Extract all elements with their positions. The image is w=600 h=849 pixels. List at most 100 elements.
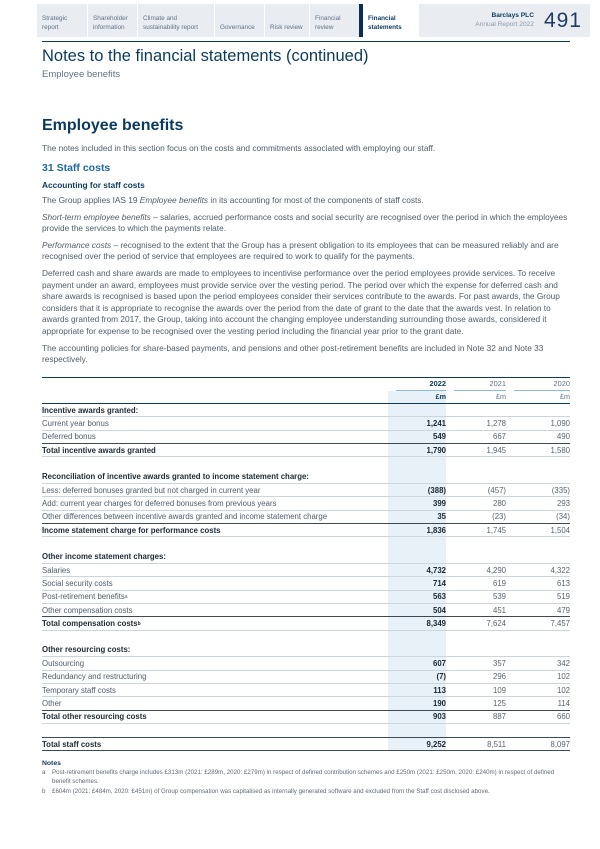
value-2021: 7,624 (486, 619, 506, 629)
value-2020: 479 (556, 605, 570, 615)
value-2021: 280 (492, 498, 506, 508)
footnotes: Notes a Post-retirement benefits charge i… (42, 760, 570, 796)
row-label: Incentive awards granted: (42, 405, 139, 415)
table-spacer-row (42, 724, 570, 738)
value-2021: 619 (492, 578, 506, 588)
note-number-heading: 31 Staff costs (42, 162, 111, 174)
value-2022: 549 (388, 430, 446, 444)
value-2020: 342 (556, 658, 570, 668)
row-label: Other resourcing costs: (42, 645, 131, 655)
tab-governance[interactable]: Governance (214, 4, 264, 37)
tab-financial-review[interactable]: Financial review (309, 4, 359, 37)
policy-paragraph: The Group applies IAS 19 Employee benefi… (42, 195, 424, 205)
value-2020: 7,457 (550, 619, 570, 629)
column-header-2020: 2020 (514, 378, 570, 391)
footnote-item-a: a Post-retirement benefits charge include… (42, 768, 570, 787)
value-2020: 490 (556, 432, 570, 442)
brand-report-title: Annual Report 2022 (475, 20, 534, 28)
value-2020 (506, 724, 570, 737)
row-label: Deferred bonus (42, 432, 96, 442)
tab-strategic-report[interactable]: Strategic report (37, 4, 87, 37)
footnote-item-b: b £604m (2021: £484m, 2020: £451m) of Gro… (42, 787, 570, 796)
value-2022: 504 (388, 604, 446, 617)
table-spacer-row (42, 537, 570, 551)
table-row: Temporary staff costs 113 109 102 (42, 683, 570, 698)
brand-text: Barclays PLC Annual Report 2022 (475, 12, 534, 30)
tab-risk-review[interactable]: Risk review (264, 4, 309, 37)
table-row: Less: deferred bonuses granted but not c… (42, 483, 570, 498)
value-2021 (446, 724, 506, 737)
row-label (42, 537, 388, 550)
policy-paragraphs: The Group applies IAS 19 Employee benefi… (42, 195, 570, 366)
tab-label: Risk review (270, 23, 303, 31)
page-content: Notes to the financial statements (conti… (42, 41, 570, 796)
row-label (42, 724, 388, 737)
value-2022 (388, 403, 446, 417)
value-2021: 357 (492, 658, 506, 668)
table-row: Other compensation costs 504 451 479 (42, 604, 570, 618)
value-2021 (446, 470, 506, 482)
staff-costs-table: 2022 2021 2020 £m £m £m Incentive awards… (42, 376, 570, 752)
value-2022: 8,349 (388, 617, 446, 630)
row-label: Other (42, 699, 62, 709)
table-year-header-row: 2022 2021 2020 (42, 376, 570, 391)
policy-paragraph: Short-term employee benefits – salaries,… (42, 211, 568, 234)
tab-label: Shareholder information (93, 15, 128, 31)
row-label: Reconciliation of incentive awards grant… (42, 472, 309, 482)
unit-label-2020: £m (560, 392, 570, 402)
tab-financial-statements[interactable]: Financial statements (359, 4, 419, 37)
table-row: Other income statement charges: (42, 550, 570, 564)
value-2022: 9,252 (388, 738, 446, 751)
tab-climate-and-sustainability-report[interactable]: Climate and sustainability report (137, 4, 214, 37)
table-row: Total staff costs 9,252 8,511 8,097 (42, 737, 570, 752)
value-2020 (506, 537, 570, 550)
value-2020: 8,097 (550, 739, 570, 749)
row-label: Salaries (42, 565, 71, 575)
value-2021: 451 (492, 605, 506, 615)
table-row: Social security costs 714 619 613 (42, 577, 570, 591)
value-2020: 114 (557, 699, 570, 709)
value-2022: 113 (388, 683, 446, 697)
value-2021: 296 (492, 672, 506, 682)
value-2022: 1,241 (388, 417, 446, 430)
table-row: Total other resourcing costs 903 887 660 (42, 710, 570, 725)
column-header-2021: 2021 (454, 378, 506, 391)
running-title-block: Notes to the financial statements (conti… (42, 41, 570, 80)
footnote-item-text: Post-retirement benefits charge includes… (52, 769, 555, 786)
brand-company: Barclays PLC (491, 11, 534, 19)
value-2021: 1,278 (486, 419, 506, 428)
value-2022 (388, 630, 446, 644)
row-label: Outsourcing (42, 658, 85, 668)
tab-label: Governance (220, 23, 255, 31)
value-2020: 1,580 (550, 445, 570, 455)
tab-shareholder-information[interactable]: Shareholder information (87, 4, 137, 37)
value-2020 (506, 631, 570, 644)
value-2021: 4,290 (486, 565, 506, 575)
value-2021: 1,745 (486, 525, 506, 535)
policy-paragraph: Deferred cash and share awards are made … (42, 268, 560, 337)
row-label: Total compensation costs b (42, 619, 141, 629)
value-2022 (388, 643, 446, 657)
value-2021: 1,945 (486, 445, 506, 455)
value-2021: 125 (492, 699, 506, 709)
table-row: Add: current year charges for deferred b… (42, 497, 570, 511)
tab-label: Strategic report (42, 15, 68, 31)
value-2022 (388, 537, 446, 551)
value-2020: 1,504 (550, 525, 570, 535)
value-2021: 8,511 (487, 739, 506, 749)
policy-paragraph: Performance costs – recognised to the ex… (42, 239, 559, 262)
footnote-item-marker: a (42, 769, 46, 777)
value-2022: 1,790 (388, 444, 446, 457)
row-label: Less: deferred bonuses granted but not c… (42, 485, 261, 495)
value-2022: 714 (388, 577, 446, 590)
value-2020: 293 (556, 498, 570, 508)
table-row: Current year bonus 1,241 1,278 1,090 (42, 417, 570, 431)
footnotes-heading: Notes (42, 760, 61, 768)
row-label: Redundancy and restructuring (42, 672, 147, 682)
table-row: Outsourcing 607 357 342 (42, 657, 570, 671)
row-label: Temporary staff costs (42, 685, 116, 695)
value-2020: 102 (556, 672, 570, 682)
table-row: Deferred bonus 549 667 490 (42, 430, 570, 445)
document-subtitle: Employee benefits (42, 69, 121, 80)
value-2022: 607 (388, 657, 446, 670)
